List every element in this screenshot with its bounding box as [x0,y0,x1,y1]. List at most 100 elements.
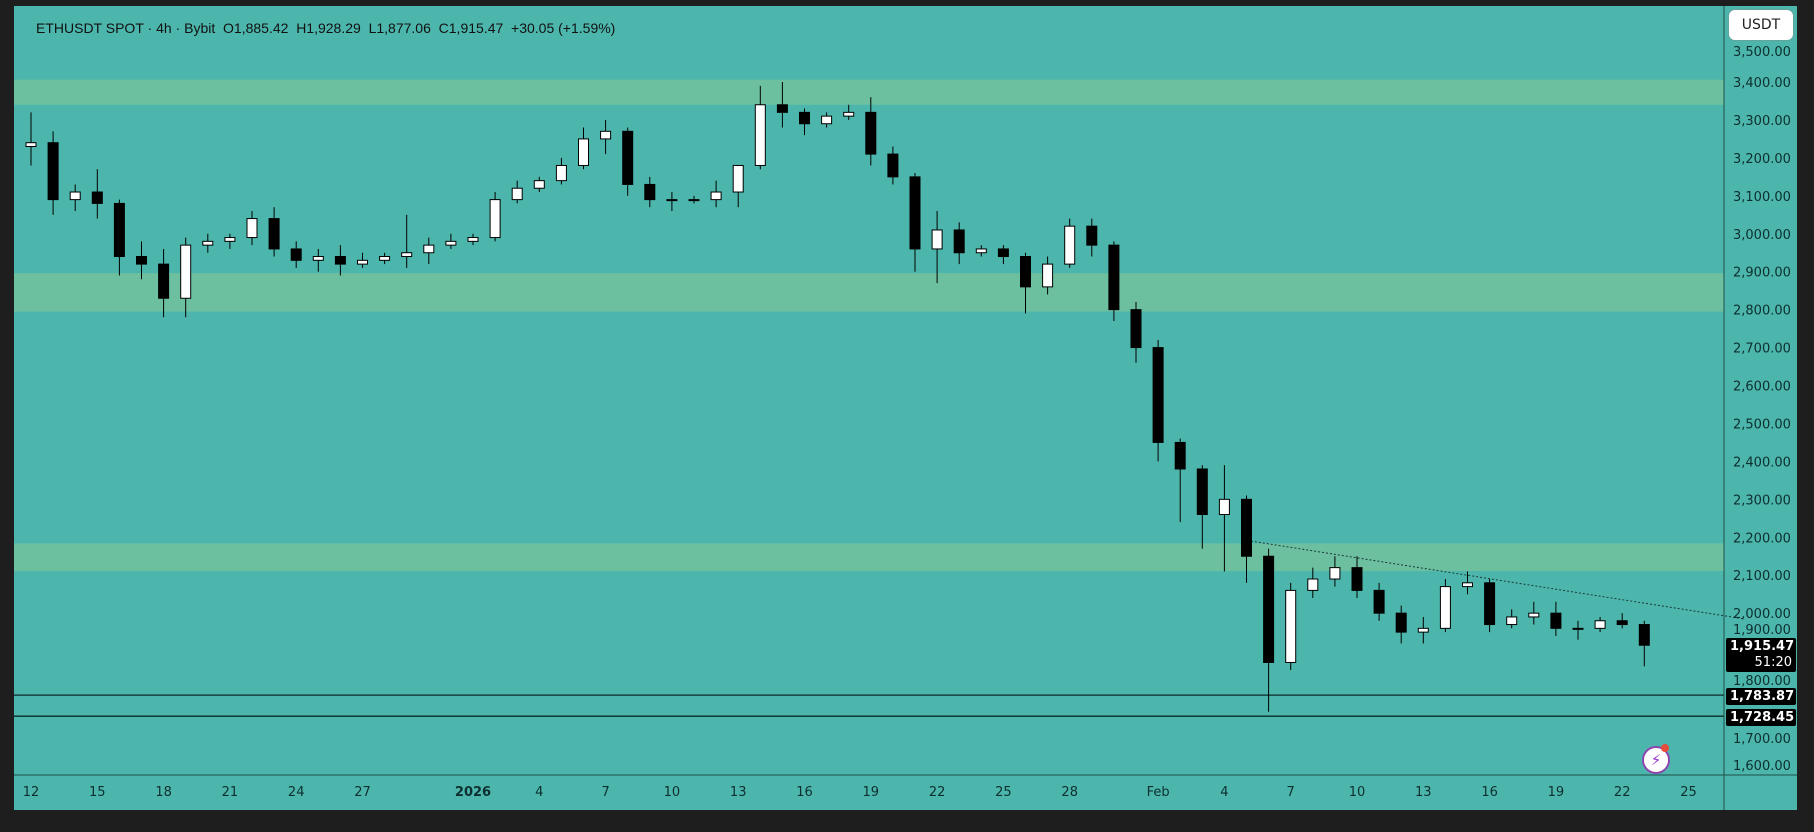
candle [224,237,236,242]
candle [732,164,744,193]
trendline [1250,540,1744,620]
candle [445,240,457,246]
candle [1285,589,1297,663]
candle [1020,256,1031,288]
price-tick-label: 1,800.00 [1733,674,1791,689]
price-tick-label: 2,300.00 [1733,493,1791,508]
price-tick-label: 3,200.00 [1733,152,1791,167]
price-tick-label: 2,600.00 [1733,380,1791,395]
candle [1484,582,1496,626]
candle [931,229,943,250]
candle [1174,441,1186,470]
time-tick-label: 19 [863,785,880,800]
time-tick-label: 25 [1680,785,1697,800]
time-tick-label: 4 [535,785,543,800]
candle [489,199,501,239]
high-value: H1,928.29 [296,20,361,36]
candlestick-chart[interactable]: 3,500.00 3,400.00 3,300.00 3,200.00 3,100.00… [14,6,1797,810]
candle [1241,498,1252,557]
time-tick-label: Feb [1147,785,1170,800]
candle [1616,620,1628,626]
price-tick-label: 2,500.00 [1733,417,1791,432]
time-tick-label: 2026 [455,785,491,800]
time-tick-label: 7 [601,785,609,800]
candle [47,142,59,201]
candle [379,256,391,261]
candle [136,256,147,265]
candle [644,183,656,201]
price-tick-label: 3,000.00 [1733,228,1791,243]
line-price-tag-2: 1,728.45 [1726,709,1796,726]
candle [357,259,368,265]
candle [799,111,810,125]
candle [666,199,678,202]
candle [1152,347,1164,443]
time-tick-label: 10 [1349,785,1366,800]
time-tick-label: 18 [155,785,172,800]
candle [975,248,987,254]
candle [1594,620,1606,629]
bar-countdown: 51:20 [1754,655,1792,670]
candle [1373,589,1385,614]
time-tick-label: 28 [1061,785,1078,800]
time-tick-label: 22 [929,785,946,800]
interval: 4h [156,20,172,36]
candle [290,248,302,261]
time-tick-label: 16 [1481,785,1498,800]
price-tick-label: 3,100.00 [1733,190,1791,205]
price-tick-label: 2,100.00 [1733,569,1791,584]
candle [1638,624,1650,646]
candle [953,229,965,254]
price-tick-label: 1,600.00 [1733,759,1791,774]
lightning-bolt-icon[interactable]: ⚡ [1642,746,1670,774]
candle [821,115,833,125]
candle [91,191,103,204]
candle [467,237,479,242]
candle [1351,567,1363,591]
time-tick-label: 7 [1287,785,1295,800]
candle [1572,627,1584,630]
open-value: O1,885.42 [223,20,289,36]
candle [688,199,700,202]
currency-button[interactable]: USDT [1729,10,1793,40]
time-tick-label: 25 [995,785,1012,800]
candle [113,202,125,258]
low-value: L1,877.06 [368,20,431,36]
price-tick-label: 2,700.00 [1733,342,1791,357]
candle [1130,309,1142,349]
candle [909,176,921,250]
candle [511,187,523,201]
candle [754,104,766,166]
candle [401,252,413,258]
time-tick-label: 22 [1614,785,1631,800]
candle [1528,612,1540,618]
candle [555,164,567,182]
candle [246,218,258,239]
price-tick-label: 3,500.00 [1733,45,1791,60]
time-tick-label: 19 [1548,785,1565,800]
candle [622,130,634,185]
candle [578,138,589,166]
notification-dot [1661,744,1669,752]
time-tick-label: 12 [23,785,40,800]
chart-panel[interactable]: 3,500.00 3,400.00 3,300.00 3,200.00 3,100.00… [14,6,1797,810]
price-tick-label: 2,400.00 [1733,455,1791,470]
candle [1462,582,1473,588]
candle [1395,612,1407,633]
support-resistance-zone [14,79,1724,105]
price-tick-label: 2,000.00 [1733,607,1791,622]
time-tick-label: 10 [664,785,681,800]
symbol[interactable]: ETHUSDT SPOT [36,20,144,36]
candle [268,218,280,250]
candle [710,191,722,201]
last-price: 1,915.47 [1730,639,1795,654]
candle [533,180,545,189]
candle [158,263,170,299]
candle [1108,244,1120,311]
candle [776,104,788,113]
candle [1263,555,1275,663]
candle [843,111,855,117]
exchange: Bybit [184,20,216,36]
time-tick-label: 13 [1415,785,1432,800]
candle [1329,567,1341,580]
